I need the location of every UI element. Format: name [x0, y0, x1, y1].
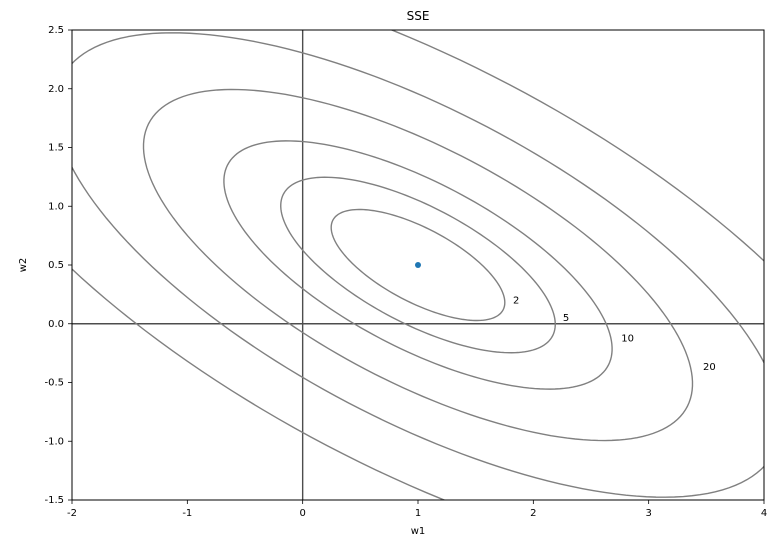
contour-label: 10	[621, 333, 634, 344]
chart-title: SSE	[407, 9, 430, 23]
y-tick-label: 0.5	[48, 260, 64, 271]
x-tick-label: -2	[67, 508, 77, 519]
x-axis-label: w1	[411, 526, 426, 537]
x-tick-label: 2	[530, 508, 536, 519]
x-tick-label: -1	[182, 508, 192, 519]
contour-chart: 25102035-2-101234w1-1.5-1.0-0.50.00.51.0…	[0, 0, 784, 548]
y-tick-label: 1.5	[48, 143, 64, 154]
y-tick-label: -1.0	[44, 436, 64, 447]
y-tick-label: -1.5	[44, 495, 64, 506]
chart-background	[0, 0, 784, 548]
x-tick-label: 3	[645, 508, 651, 519]
y-tick-label: 1.0	[48, 201, 64, 212]
y-tick-label: -0.5	[44, 378, 64, 389]
y-tick-label: 2.0	[48, 84, 64, 95]
y-tick-label: 2.5	[48, 25, 64, 36]
x-tick-label: 4	[761, 508, 767, 519]
contour-label: 2	[513, 295, 519, 306]
x-tick-label: 0	[299, 508, 305, 519]
center-point	[415, 262, 421, 268]
y-tick-label: 0.0	[48, 319, 64, 330]
y-axis-label: w2	[18, 258, 29, 273]
x-tick-label: 1	[415, 508, 421, 519]
contour-label: 5	[563, 313, 569, 324]
contour-label: 20	[703, 362, 716, 373]
